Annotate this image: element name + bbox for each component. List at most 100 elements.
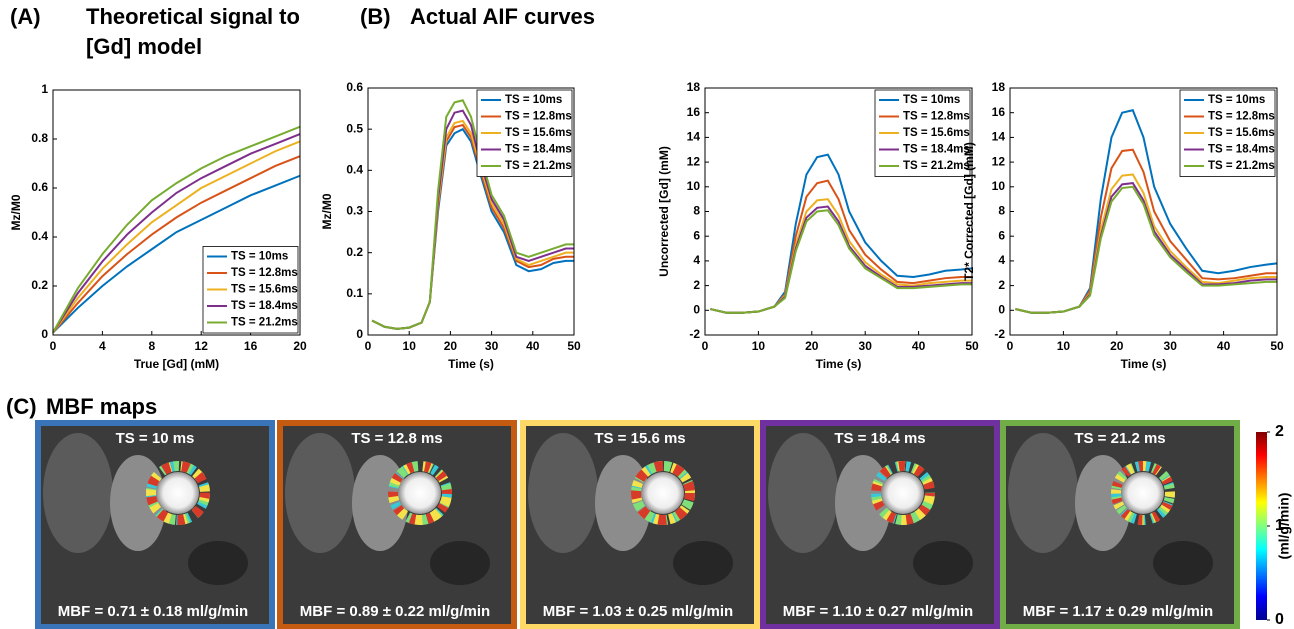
anatomy <box>188 541 248 585</box>
blood-pool <box>157 472 199 514</box>
panel-title: Theoretical signal to [Gd] model <box>86 4 300 59</box>
anatomy <box>430 541 490 585</box>
perfusion-ring <box>146 461 210 525</box>
x-tick-label: 40 <box>526 339 540 353</box>
x-axis-label: Time (s) <box>816 357 862 371</box>
blood-pool <box>1122 472 1164 514</box>
y-tick-label: 0.8 <box>31 131 48 145</box>
mbf-map: TS = 21.2 ms MBF = 1.17 ± 0.29 ml/g/min <box>1000 420 1240 629</box>
y-tick-label: 4 <box>998 253 1005 267</box>
anatomy <box>595 455 651 551</box>
x-tick-label: 0 <box>365 339 372 353</box>
y-tick-label: 8 <box>693 204 700 218</box>
y-tick-label: 0 <box>41 327 48 341</box>
legend-label: TS = 21.2ms <box>231 317 298 329</box>
mbf-map: TS = 15.6 ms MBF = 1.03 ± 0.25 ml/g/min <box>520 420 760 629</box>
legend-label: TS = 18.4ms <box>903 144 970 156</box>
panel-label: (A) <box>10 4 41 29</box>
data-line <box>52 174 301 334</box>
colorbar-tick-label: 1 <box>1275 517 1284 534</box>
x-axis-label: True [Gd] (mM) <box>134 357 219 371</box>
x-tick-label: 20 <box>293 339 307 353</box>
data-line <box>371 99 574 330</box>
legend-label: TS = 18.4ms <box>231 300 298 312</box>
y-tick-label: 2 <box>693 278 700 292</box>
y-tick-label: 0.6 <box>31 180 48 194</box>
y-tick-label: 0.5 <box>346 121 363 135</box>
data-line <box>710 198 972 314</box>
y-tick-label: 0.1 <box>346 286 363 300</box>
legend-label: TS = 21.2ms <box>903 160 970 172</box>
y-tick-label: 12 <box>687 154 701 168</box>
anatomy <box>835 455 891 551</box>
anatomy <box>768 433 838 553</box>
map-title: TS = 12.8 ms <box>351 430 442 447</box>
colorbar-tick-label: 0 <box>1275 611 1284 628</box>
colorbar <box>1256 432 1267 620</box>
x-tick-label: 0 <box>1007 339 1014 353</box>
y-tick-label: 0.2 <box>31 278 48 292</box>
anatomy <box>1008 433 1078 553</box>
blood-pool <box>642 472 684 514</box>
y-tick-label: 8 <box>998 204 1005 218</box>
map-caption: MBF = 0.89 ± 0.22 ml/g/min <box>300 603 490 620</box>
x-tick-label: 10 <box>403 339 417 353</box>
mbf-map: TS = 12.8 ms MBF = 0.89 ± 0.22 ml/g/min <box>277 420 517 629</box>
perfusion-ring <box>631 461 695 525</box>
x-tick-label: 10 <box>752 339 766 353</box>
data-line <box>710 179 972 314</box>
perfusion-ring <box>871 461 935 525</box>
data-line <box>52 140 301 334</box>
map-caption: MBF = 0.71 ± 0.18 ml/g/min <box>58 603 248 620</box>
legend-label: TS = 18.4ms <box>505 144 572 156</box>
y-tick-label: 14 <box>992 130 1006 144</box>
data-line <box>52 125 301 334</box>
map-title: TS = 15.6 ms <box>594 430 685 447</box>
anatomy <box>913 541 973 585</box>
legend-label: TS = 15.6ms <box>231 284 298 296</box>
anatomy <box>528 433 598 553</box>
legend-label: TS = 12.8ms <box>1208 111 1275 123</box>
map-caption: MBF = 1.03 ± 0.25 ml/g/min <box>543 603 733 620</box>
legend-label: TS = 12.8ms <box>505 111 572 123</box>
legend-label: TS = 10ms <box>1208 94 1265 106</box>
x-tick-label: 16 <box>244 339 258 353</box>
y-tick-label: 18 <box>992 80 1006 94</box>
panel-label: (B) <box>360 4 391 29</box>
x-tick-label: 0 <box>50 339 57 353</box>
y-tick-label: 10 <box>992 179 1006 193</box>
mbf-map: TS = 18.4 ms MBF = 1.10 ± 0.27 ml/g/min <box>760 420 1000 629</box>
x-tick-label: 4 <box>99 339 106 353</box>
y-tick-label: 0.6 <box>346 80 363 94</box>
panel-label: (C) <box>6 394 37 419</box>
x-axis-label: Time (s) <box>448 357 494 371</box>
x-tick-label: 0 <box>702 339 709 353</box>
x-tick-label: 20 <box>805 339 819 353</box>
map-title: TS = 18.4 ms <box>834 430 925 447</box>
y-tick-label: 2 <box>998 278 1005 292</box>
legend-label: TS = 21.2ms <box>1208 160 1275 172</box>
y-tick-label: 1 <box>41 82 48 96</box>
x-tick-label: 30 <box>485 339 499 353</box>
map-caption: MBF = 1.17 ± 0.29 ml/g/min <box>1023 603 1213 620</box>
y-tick-label: 16 <box>992 105 1006 119</box>
data-line <box>52 155 301 334</box>
anatomy <box>1153 541 1213 585</box>
y-tick-label: 4 <box>693 253 700 267</box>
x-tick-label: 10 <box>1057 339 1071 353</box>
perfusion-ring <box>388 461 452 525</box>
x-tick-label: 20 <box>1110 339 1124 353</box>
x-tick-label: 30 <box>1164 339 1178 353</box>
y-tick-label: 0.3 <box>346 204 363 218</box>
anatomy <box>43 433 113 553</box>
y-axis-label: Mz/M0 <box>320 193 334 229</box>
blood-pool <box>882 472 924 514</box>
colorbar-label: (ml/g/min) <box>1276 493 1292 560</box>
y-axis-label: T2* Corrected [Gd] (mM) <box>962 142 976 281</box>
x-tick-label: 30 <box>859 339 873 353</box>
data-line <box>52 133 301 334</box>
y-tick-label: 0 <box>356 327 363 341</box>
map-caption: MBF = 1.10 ± 0.27 ml/g/min <box>783 603 973 620</box>
map-title: TS = 10 ms <box>116 430 195 447</box>
